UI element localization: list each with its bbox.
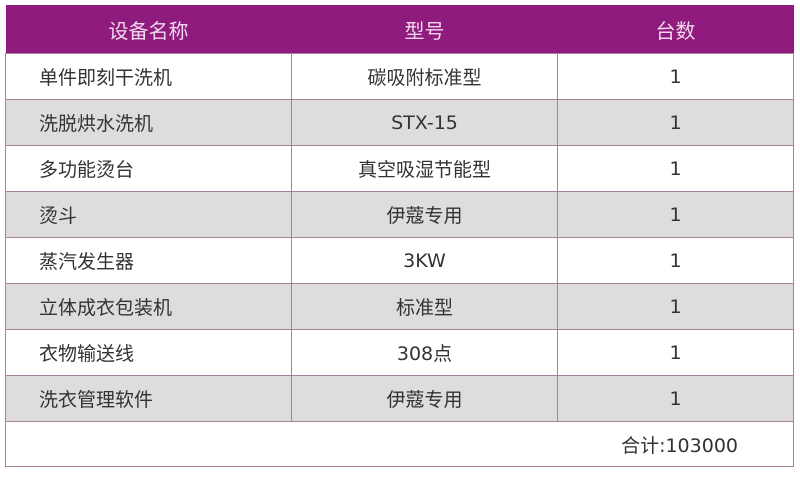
quantity-cell: 1 <box>557 99 794 146</box>
model-cell: 伊蔻专用 <box>291 375 558 422</box>
quantity-cell: 1 <box>557 53 794 100</box>
quantity-cell: 1 <box>557 237 794 284</box>
table-row: 衣物输送线 308点 1 <box>5 329 794 376</box>
quantity-cell: 1 <box>557 375 794 422</box>
total-value: 合计:103000 <box>5 421 794 467</box>
table-row: 立体成衣包装机 标准型 1 <box>5 283 794 330</box>
model-cell: 308点 <box>291 329 558 376</box>
model-cell: 真空吸湿节能型 <box>291 145 558 192</box>
table-row: 蒸汽发生器 3KW 1 <box>5 237 794 284</box>
total-row: 合计:103000 <box>5 421 794 467</box>
model-cell: 碳吸附标准型 <box>291 53 558 100</box>
table-row: 多功能烫台 真空吸湿节能型 1 <box>5 145 794 192</box>
table-row: 洗衣管理软件 伊蔻专用 1 <box>5 375 794 422</box>
table-row: 单件即刻干洗机 碳吸附标准型 1 <box>5 53 794 100</box>
model-cell: 标准型 <box>291 283 558 330</box>
model-cell: STX-15 <box>291 99 558 146</box>
equipment-name-cell: 烫斗 <box>5 191 292 238</box>
header-qty: 台数 <box>557 5 794 54</box>
equipment-table: 设备名称 型号 台数 单件即刻干洗机 碳吸附标准型 1 洗脱烘水洗机 STX-15 1 多功… <box>5 5 794 467</box>
model-cell: 伊蔻专用 <box>291 191 558 238</box>
header-name: 设备名称 <box>5 5 292 54</box>
equipment-name-cell: 立体成衣包装机 <box>5 283 292 330</box>
equipment-name-cell: 衣物输送线 <box>5 329 292 376</box>
quantity-cell: 1 <box>557 191 794 238</box>
quantity-cell: 1 <box>557 329 794 376</box>
quantity-cell: 1 <box>557 145 794 192</box>
model-cell: 3KW <box>291 237 558 284</box>
quantity-cell: 1 <box>557 283 794 330</box>
table-row: 洗脱烘水洗机 STX-15 1 <box>5 99 794 146</box>
equipment-name-cell: 洗衣管理软件 <box>5 375 292 422</box>
equipment-name-cell: 单件即刻干洗机 <box>5 53 292 100</box>
equipment-name-cell: 多功能烫台 <box>5 145 292 192</box>
header-model: 型号 <box>291 5 558 54</box>
equipment-name-cell: 蒸汽发生器 <box>5 237 292 284</box>
table-row: 烫斗 伊蔻专用 1 <box>5 191 794 238</box>
header-row: 设备名称 型号 台数 <box>5 5 794 54</box>
equipment-name-cell: 洗脱烘水洗机 <box>5 99 292 146</box>
